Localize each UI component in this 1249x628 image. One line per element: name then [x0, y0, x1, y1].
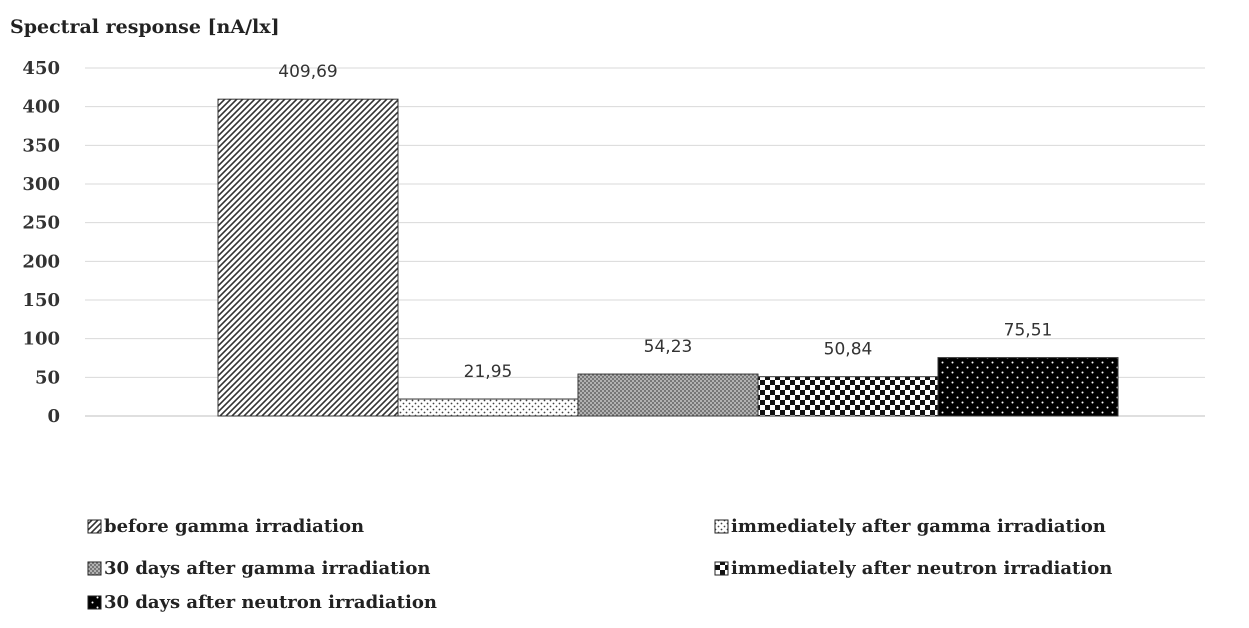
y-axis-title: Spectral response [nA/lx] — [10, 16, 280, 38]
y-tick-label: 400 — [22, 97, 60, 118]
legend-swatch-4 — [714, 561, 729, 576]
y-tick-label: 50 — [35, 367, 60, 388]
y-axis-ticks: 0 50 100 150 200 250 300 350 400 450 — [22, 58, 60, 427]
legend-label-4: immediately after neutron irradiation — [731, 558, 1112, 579]
legend-swatch-2 — [714, 519, 729, 534]
legend-swatch-5 — [87, 595, 102, 610]
data-label-2: 21,95 — [464, 362, 513, 382]
bars — [217, 98, 1119, 417]
legend-swatch-1 — [87, 519, 102, 534]
bar-4 — [757, 376, 939, 417]
legend-label-3: 30 days after gamma irradiation — [104, 558, 430, 579]
y-tick-label: 200 — [22, 251, 60, 272]
data-label-1: 409,69 — [278, 62, 337, 82]
y-tick-label: 0 — [47, 406, 60, 427]
bar-5 — [937, 357, 1119, 417]
bar-1 — [217, 98, 399, 417]
y-tick-label: 350 — [22, 135, 60, 156]
legend: before gamma irradiation immediately afte… — [87, 516, 1112, 613]
y-tick-label: 250 — [22, 213, 60, 234]
y-tick-label: 150 — [22, 290, 60, 311]
y-tick-label: 450 — [22, 58, 60, 79]
legend-label-5: 30 days after neutron irradiation — [104, 592, 437, 613]
y-tick-label: 300 — [22, 174, 60, 195]
legend-label-1: before gamma irradiation — [104, 516, 364, 537]
legend-swatch-3 — [87, 561, 102, 576]
data-label-5: 75,51 — [1004, 321, 1053, 341]
bar-3 — [577, 373, 759, 417]
bar-2 — [397, 398, 579, 417]
y-tick-label: 100 — [22, 329, 60, 350]
legend-label-2: immediately after gamma irradiation — [731, 516, 1106, 537]
data-label-3: 54,23 — [644, 337, 693, 357]
data-labels: 409,69 21,95 54,23 50,84 75,51 — [278, 62, 1052, 382]
data-label-4: 50,84 — [824, 340, 873, 360]
